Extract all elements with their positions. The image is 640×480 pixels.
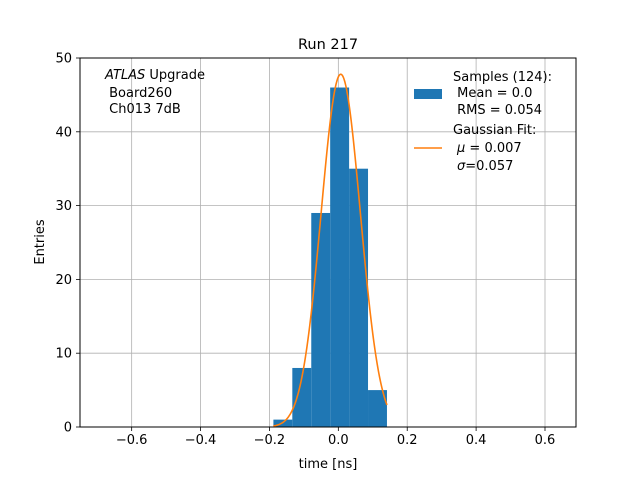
legend-hist-swatch bbox=[414, 89, 442, 99]
legend-sigma-value: =0.057 bbox=[465, 159, 513, 174]
legend-fit-line-3: σ=0.057 bbox=[457, 159, 513, 174]
grid-lines bbox=[80, 58, 576, 427]
x-axis-label: time [ns] bbox=[299, 457, 358, 472]
histogram-bar bbox=[311, 212, 331, 427]
x-axis-ticks: −0.6 −0.4 −0.2 0.0 0.2 0.4 0.6 bbox=[116, 427, 555, 448]
annotation-line-2: Board260 bbox=[105, 86, 172, 101]
annotation-line-3: Ch013 7dB bbox=[105, 102, 181, 117]
x-tick-label: −0.4 bbox=[185, 433, 217, 448]
histogram-bar bbox=[368, 390, 387, 427]
x-tick-label: −0.6 bbox=[116, 433, 148, 448]
atlas-annotation: ATLAS Upgrade Board260 Ch013 7dB bbox=[104, 68, 205, 117]
legend: Samples (124): Mean = 0.0 RMS = 0.054 Ga… bbox=[414, 70, 552, 174]
x-tick-label: −0.2 bbox=[254, 433, 286, 448]
x-tick-label: 0.0 bbox=[328, 433, 349, 448]
annotation-atlas: ATLAS bbox=[104, 68, 145, 83]
plot-area-frame bbox=[79, 57, 577, 428]
fit-line bbox=[273, 73, 388, 427]
x-tick-label: 0.2 bbox=[397, 433, 418, 448]
legend-sigma-symbol: σ bbox=[457, 159, 466, 174]
histogram-bar bbox=[349, 168, 369, 427]
chart-title: Run 217 bbox=[298, 37, 358, 53]
legend-fit-line-1: Gaussian Fit: bbox=[453, 123, 536, 138]
legend-mu-symbol: μ bbox=[456, 141, 465, 156]
y-axis-ticks: 0 10 20 30 40 50 bbox=[55, 52, 80, 436]
x-tick-label: 0.4 bbox=[466, 433, 487, 448]
gaussian-fit-curve bbox=[273, 73, 388, 427]
y-axis-label: Entries bbox=[33, 219, 48, 265]
y-tick-label: 0 bbox=[64, 421, 72, 436]
legend-mu-value: = 0.007 bbox=[465, 141, 521, 156]
legend-hist-line-1: Samples (124): bbox=[453, 70, 552, 85]
histogram-bar bbox=[330, 87, 350, 428]
y-tick-label: 10 bbox=[55, 347, 72, 362]
legend-hist-line-3: RMS = 0.054 bbox=[453, 103, 542, 118]
y-tick-label: 50 bbox=[55, 52, 72, 67]
x-tick-label: 0.6 bbox=[535, 433, 556, 448]
y-tick-label: 40 bbox=[55, 125, 72, 140]
y-tick-label: 20 bbox=[55, 273, 72, 288]
legend-hist-line-2: Mean = 0.0 bbox=[453, 86, 532, 101]
annotation-line-1: ATLAS Upgrade bbox=[104, 68, 205, 83]
y-tick-label: 30 bbox=[55, 199, 72, 214]
annotation-upgrade: Upgrade bbox=[145, 68, 205, 83]
legend-fit-line-2: μ = 0.007 bbox=[456, 141, 522, 156]
histogram-bar bbox=[292, 367, 312, 427]
